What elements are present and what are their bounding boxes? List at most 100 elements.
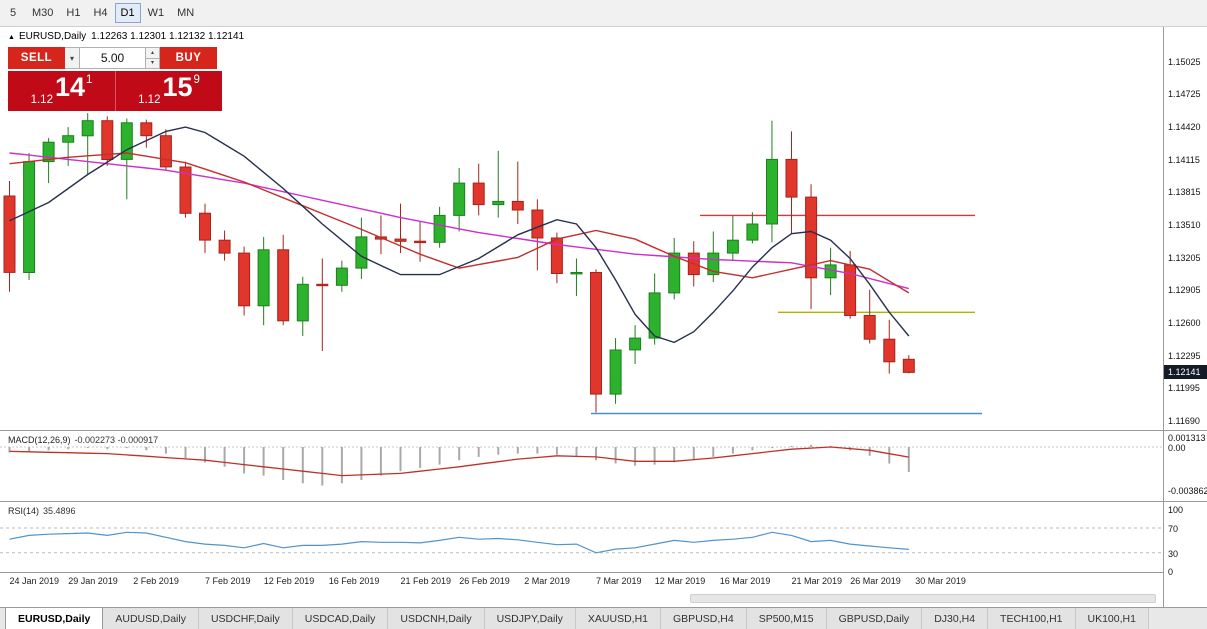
timeframe-button-w1[interactable]: W1 — [147, 7, 165, 19]
date-label: 12 Mar 2019 — [654, 576, 706, 586]
price-tick: 1.13510 — [1168, 220, 1201, 231]
price-tick: 1.11690 — [1168, 416, 1200, 426]
current-price-badge: 1.12141 — [1164, 365, 1207, 380]
symbol-tab-usdjpy-daily[interactable]: USDJPY,Daily — [484, 608, 576, 629]
buy-price-display[interactable]: 1.12 15 9 — [115, 71, 222, 111]
ohlc-readout: 1.12263 1.12301 1.12132 1.12141 — [91, 31, 245, 42]
timeframe-button-5[interactable]: 5 — [9, 7, 17, 19]
price-tick: 1.12600 — [1168, 318, 1201, 329]
price-tick: 1.11995 — [1168, 383, 1200, 394]
macd-values: -0.002273 -0.000917 — [74, 435, 159, 445]
price-tick: 1.13205 — [1168, 252, 1201, 263]
date-label: 12 Feb 2019 — [263, 576, 315, 586]
macd-scale-tick: -0.003862 — [1168, 485, 1207, 496]
timeframe-button-h1[interactable]: H1 — [66, 7, 81, 19]
sell-button[interactable]: SELL — [8, 47, 65, 69]
h-scrollbar-thumb[interactable] — [690, 594, 1156, 603]
chart-title: ▲ EURUSD,Daily 1.12263 1.12301 1.12132 1.1… — [8, 31, 244, 42]
symbol-tab-sp500-m15[interactable]: SP500,M15 — [746, 608, 827, 629]
date-label: 16 Feb 2019 — [328, 576, 380, 586]
sell-price-sup: 1 — [86, 74, 93, 86]
price-tick: 1.14115 — [1168, 154, 1200, 165]
date-label: 7 Feb 2019 — [205, 576, 251, 586]
date-label: 2 Mar 2019 — [524, 576, 570, 586]
symbol-tab-gbpusd-daily[interactable]: GBPUSD,Daily — [826, 608, 923, 629]
chart-symbol-label: EURUSD,Daily — [18, 31, 87, 42]
axis-border — [1163, 27, 1164, 607]
symbol-tab-gbpusd-h4[interactable]: GBPUSD,H4 — [661, 608, 747, 629]
chart-collapse-icon: ▲ — [8, 34, 15, 41]
sell-price-prefix: 1.12 — [30, 94, 53, 106]
date-label: 26 Mar 2019 — [850, 576, 901, 586]
symbol-tab-usdchf-daily[interactable]: USDCHF,Daily — [198, 608, 293, 629]
trade-price-row: 1.12 14 1 1.12 15 9 — [8, 71, 222, 111]
symbol-tab-dj30-h4[interactable]: DJ30,H4 — [922, 608, 989, 629]
macd-axis[interactable]: 0.001313 0.00 -0.003862 — [1164, 431, 1207, 501]
date-label: 21 Feb 2019 — [400, 576, 452, 586]
medium-ma — [9, 152, 910, 294]
date-label: 7 Mar 2019 — [596, 576, 642, 586]
timeframe-toolbar: 5 M30 H1 H4 D1 W1 MN — [0, 0, 1207, 27]
symbol-tab-uk100-h1[interactable]: UK100,H1 — [1075, 608, 1149, 629]
macd-scale-tick: 0.00 — [1168, 443, 1186, 453]
date-label: 30 Mar 2019 — [915, 576, 966, 586]
one-click-trading-panel: SELL ▾ ▴ ▾ BUY 1.12 14 1 1.12 15 9 — [8, 47, 222, 111]
rsi-name: RSI(14) — [8, 506, 40, 516]
h-scrollbar[interactable] — [0, 590, 1163, 607]
rsi-pane: RSI(14) 35.4896 100 70 30 0 — [0, 501, 1207, 577]
timeframe-button-d1[interactable]: D1 — [114, 3, 141, 23]
rsi-label: RSI(14) 35.4896 — [8, 506, 76, 516]
macd-canvas[interactable] — [0, 431, 1163, 501]
triangle-down-icon: ▾ — [150, 60, 154, 67]
macd-scale-tick: 0.001313 — [1168, 433, 1206, 443]
buy-price-prefix: 1.12 — [138, 94, 161, 106]
price-tick: 1.12905 — [1168, 285, 1201, 296]
symbol-tab-audusd-daily[interactable]: AUDUSD,Daily — [103, 608, 199, 629]
price-tick: 1.13815 — [1168, 187, 1201, 198]
rsi-scale-tick: 70 — [1168, 524, 1179, 534]
price-tick: 1.14725 — [1168, 89, 1201, 100]
chart-window: ▲ EURUSD,Daily 1.12263 1.12301 1.12132 1.1… — [0, 27, 1207, 607]
chevron-down-icon: ▾ — [69, 53, 74, 63]
rsi-canvas[interactable] — [0, 502, 1163, 572]
macd-label: MACD(12,26,9) -0.002273 -0.000917 — [8, 435, 158, 445]
main-pane: ▲ EURUSD,Daily 1.12263 1.12301 1.12132 1.1… — [0, 27, 1207, 430]
symbol-tab-tech100-h1[interactable]: TECH100,H1 — [988, 608, 1076, 629]
price-tick: 1.12295 — [1168, 350, 1201, 361]
order-dropdown-button[interactable]: ▾ — [65, 47, 80, 69]
sell-price-big: 14 — [54, 72, 86, 102]
rsi-scale-tick: 0 — [1168, 567, 1174, 578]
lot-size-input[interactable] — [80, 47, 146, 69]
rsi-scale-tick: 100 — [1168, 505, 1184, 516]
date-label: 16 Mar 2019 — [719, 576, 771, 586]
triangle-up-icon: ▴ — [150, 49, 154, 56]
symbol-tab-usdcad-daily[interactable]: USDCAD,Daily — [292, 608, 389, 629]
price-tick: 1.15025 — [1168, 57, 1201, 67]
lot-spinner-up[interactable]: ▴ — [146, 47, 160, 59]
rsi-scale-tick: 30 — [1168, 548, 1179, 559]
sell-price-display[interactable]: 1.12 14 1 — [8, 71, 115, 111]
timeframe-button-m30[interactable]: M30 — [32, 7, 54, 19]
buy-price-big: 15 — [162, 72, 193, 102]
symbol-tab-xauusd-h1[interactable]: XAUUSD,H1 — [575, 608, 662, 629]
fast-ma — [9, 126, 910, 344]
trade-controls-row: SELL ▾ ▴ ▾ BUY — [8, 47, 222, 69]
symbol-tab-eurusd-daily[interactable]: EURUSD,Daily — [5, 608, 104, 629]
timeframe-button-mn[interactable]: MN — [177, 7, 195, 19]
price-chart-canvas[interactable] — [0, 27, 1163, 430]
date-label: 21 Mar 2019 — [791, 576, 843, 586]
timeframe-button-h4[interactable]: H4 — [93, 7, 108, 19]
macd-pane: MACD(12,26,9) -0.002273 -0.000917 0.00131… — [0, 430, 1207, 501]
lot-spinner: ▴ ▾ — [146, 47, 160, 69]
buy-button[interactable]: BUY — [160, 47, 217, 69]
date-axis[interactable]: 24 Jan 2019 29 Jan 2019 2 Feb 2019 7 Feb 20… — [0, 572, 1163, 590]
price-axis[interactable]: 1.15025 1.14725 1.14420 1.14115 1.13815 1.135… — [1164, 27, 1207, 430]
buy-price-sup: 9 — [193, 74, 200, 86]
symbol-tab-bar: EURUSD,Daily AUDUSD,Daily USDCHF,Daily USDC… — [0, 607, 1207, 629]
date-label: 24 Jan 2019 — [9, 576, 60, 586]
date-label: 29 Jan 2019 — [68, 576, 118, 586]
lot-spinner-down[interactable]: ▾ — [146, 58, 160, 69]
symbol-tab-usdcnh-daily[interactable]: USDCNH,Daily — [388, 608, 485, 629]
rsi-axis[interactable]: 100 70 30 0 — [1164, 502, 1207, 577]
date-label: 2 Feb 2019 — [133, 576, 179, 586]
